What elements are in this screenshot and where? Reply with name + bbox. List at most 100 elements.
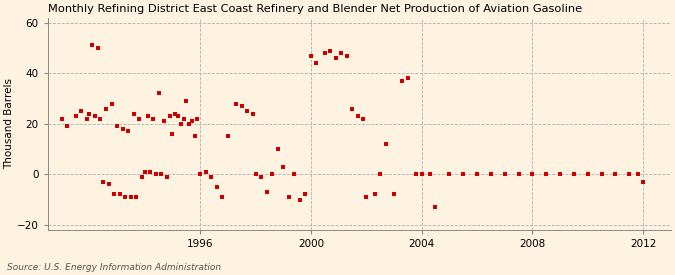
Point [156,172,167,177]
Point [300,192,310,197]
Point [87,43,98,48]
Point [416,172,427,177]
Point [278,164,289,169]
Point [123,129,134,134]
Point [173,114,184,119]
Text: Monthly Refining District East Coast Refinery and Blender Net Production of Avia: Monthly Refining District East Coast Ref… [48,4,582,14]
Point [500,172,510,177]
Point [106,101,117,106]
Point [256,175,267,179]
Point [170,111,181,116]
Point [206,175,217,179]
Point [242,109,252,113]
Point [111,124,122,128]
Point [131,195,142,199]
Point [410,172,421,177]
Point [117,126,128,131]
Point [638,180,649,184]
Point [70,114,81,119]
Point [336,51,347,55]
Point [217,195,227,199]
Point [330,56,341,60]
Point [247,111,258,116]
Point [62,124,73,128]
Point [194,172,205,177]
Point [375,172,385,177]
Point [136,175,147,179]
Point [153,91,164,96]
Point [178,117,189,121]
Point [139,169,150,174]
Point [211,185,222,189]
Point [115,192,126,197]
Point [56,117,67,121]
Point [134,117,144,121]
Point [101,106,111,111]
Point [342,53,352,58]
Point [306,53,317,58]
Point [632,172,643,177]
Point [151,172,161,177]
Point [425,172,435,177]
Point [161,175,172,179]
Point [444,172,455,177]
Point [289,172,300,177]
Point [485,172,496,177]
Point [142,114,153,119]
Point [126,195,136,199]
Point [90,114,101,119]
Point [358,117,369,121]
Point [267,172,277,177]
Point [583,172,593,177]
Point [81,117,92,121]
Point [541,172,551,177]
Point [389,192,400,197]
Point [236,104,247,108]
Point [186,119,197,123]
Point [513,172,524,177]
Point [380,142,391,146]
Point [145,169,156,174]
Point [148,117,159,121]
Point [311,61,322,65]
Point [184,122,194,126]
Point [223,134,234,139]
Point [167,132,178,136]
Point [361,195,372,199]
Point [92,46,103,50]
Point [176,122,186,126]
Point [231,101,242,106]
Point [325,48,335,53]
Point [120,195,131,199]
Point [568,172,579,177]
Point [527,172,538,177]
Point [284,195,294,199]
Point [84,111,95,116]
Point [402,76,413,81]
Point [98,180,109,184]
Point [76,109,86,113]
Point [192,117,202,121]
Point [103,182,114,186]
Point [189,134,200,139]
Text: Source: U.S. Energy Information Administration: Source: U.S. Energy Information Administ… [7,263,221,272]
Point [555,172,566,177]
Point [458,172,468,177]
Point [369,192,380,197]
Point [95,117,106,121]
Point [624,172,634,177]
Point [472,172,483,177]
Point [109,192,119,197]
Point [200,169,211,174]
Point [159,119,169,123]
Point [261,190,272,194]
Point [164,114,175,119]
Point [181,99,192,103]
Point [294,197,305,202]
Point [250,172,261,177]
Point [397,79,408,83]
Point [347,106,358,111]
Point [610,172,621,177]
Y-axis label: Thousand Barrels: Thousand Barrels [4,78,14,169]
Point [352,114,363,119]
